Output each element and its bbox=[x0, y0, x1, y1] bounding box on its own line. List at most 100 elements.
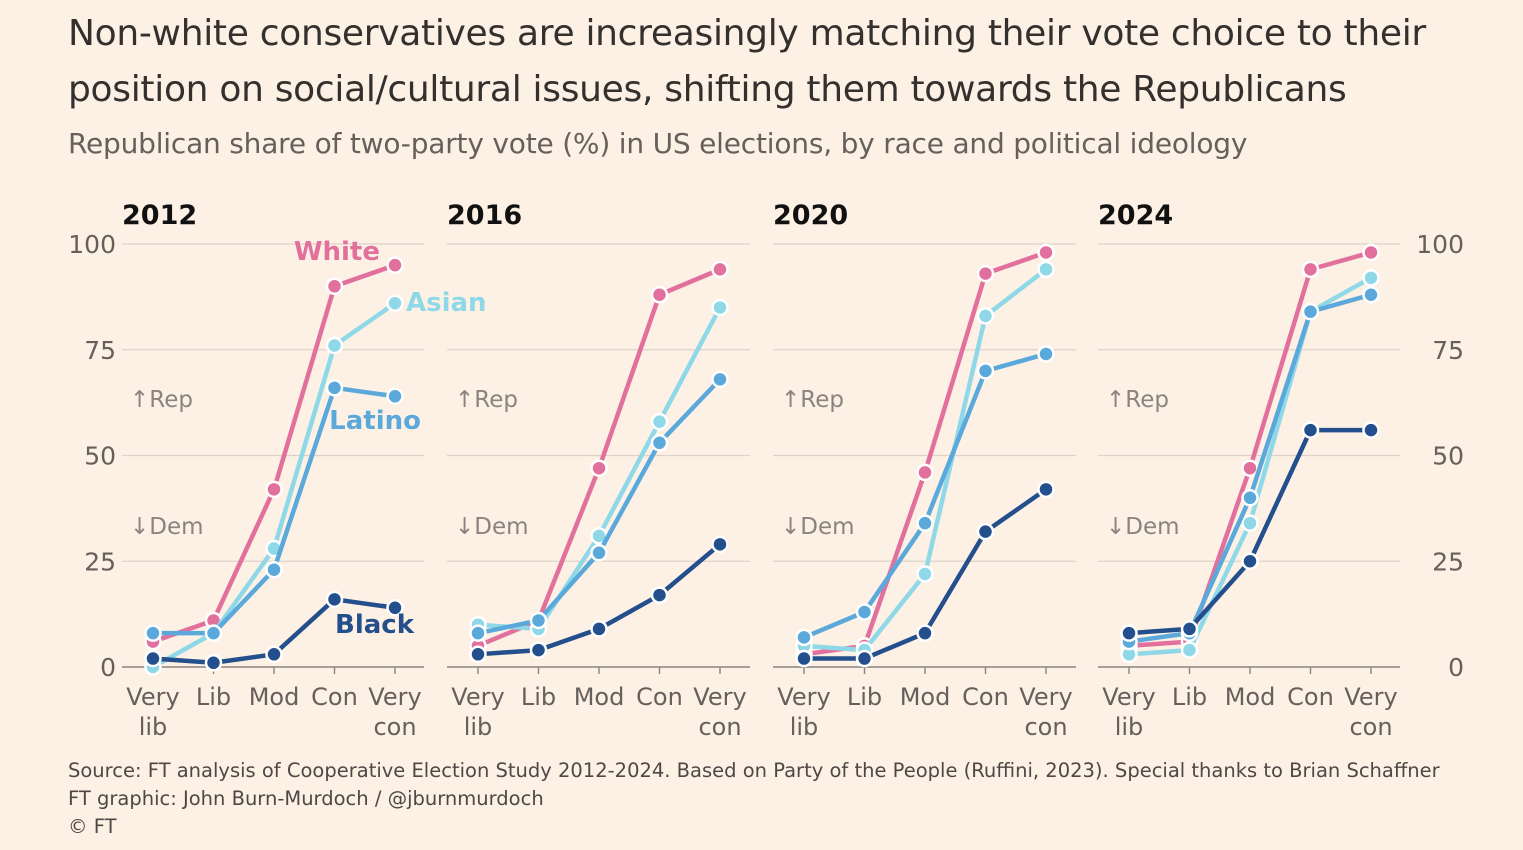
panel-title-2016: 2016 bbox=[447, 200, 522, 231]
y-tick-label-right: 50 bbox=[1432, 442, 1464, 471]
rep-annotation: ↑Rep bbox=[1106, 387, 1169, 413]
y-tick-label-right: 75 bbox=[1432, 336, 1464, 365]
data-point-latino bbox=[976, 362, 995, 380]
dem-annotation: ↓Dem bbox=[130, 514, 204, 540]
x-tick-label: Lib bbox=[1172, 683, 1207, 711]
x-tick-label: Mod bbox=[900, 683, 951, 711]
data-point-asian bbox=[1362, 269, 1380, 287]
data-point-white bbox=[265, 480, 283, 499]
series-line-latino bbox=[475, 377, 723, 636]
x-tick-label: Very lib bbox=[777, 683, 830, 741]
data-point-black bbox=[1037, 480, 1055, 499]
series-line-asian bbox=[801, 267, 1049, 653]
data-point-white bbox=[1037, 243, 1055, 262]
data-point-black bbox=[650, 586, 669, 604]
data-point-asian bbox=[1037, 260, 1055, 279]
data-point-white bbox=[916, 463, 934, 482]
data-point-latino bbox=[529, 611, 548, 630]
x-tick-label: Lib bbox=[847, 683, 882, 711]
data-point-black bbox=[590, 620, 608, 638]
dem-annotation: ↓Dem bbox=[1106, 514, 1180, 540]
data-point-asian bbox=[1180, 641, 1199, 659]
y-tick-label-right: 100 bbox=[1416, 230, 1464, 259]
series-line-white bbox=[475, 267, 723, 649]
y-tick-label-left: 75 bbox=[84, 336, 116, 365]
data-point-black bbox=[469, 645, 487, 664]
data-point-white bbox=[1301, 260, 1320, 279]
y-tick-label-right: 25 bbox=[1432, 547, 1464, 576]
data-point-latino bbox=[469, 624, 487, 642]
data-point-black bbox=[711, 535, 729, 554]
x-tick-label: Very con bbox=[368, 683, 421, 741]
series-line-white bbox=[150, 262, 398, 644]
data-point-latino bbox=[795, 628, 813, 647]
x-tick-label: Very con bbox=[1344, 683, 1397, 741]
dem-annotation: ↓Dem bbox=[455, 514, 529, 540]
y-tick-label-left: 0 bbox=[100, 653, 116, 682]
rep-annotation: ↑Rep bbox=[130, 387, 193, 413]
data-point-white bbox=[1241, 459, 1259, 477]
y-tick-label-left: 100 bbox=[68, 230, 116, 259]
panel-title-2020: 2020 bbox=[773, 200, 848, 231]
series-label-latino: Latino bbox=[329, 406, 421, 436]
series-label-asian: Asian bbox=[406, 288, 487, 318]
data-point-black bbox=[1180, 620, 1199, 638]
data-point-asian bbox=[916, 565, 934, 583]
x-tick-label: Con bbox=[1287, 683, 1334, 711]
data-point-black bbox=[204, 654, 223, 672]
rep-annotation: ↑Rep bbox=[781, 387, 844, 413]
x-tick-label: Very lib bbox=[451, 683, 504, 741]
data-point-latino bbox=[711, 370, 729, 389]
data-point-black bbox=[1301, 421, 1320, 439]
data-point-white bbox=[976, 264, 995, 283]
data-point-white bbox=[711, 260, 729, 279]
data-point-black bbox=[386, 599, 404, 617]
data-point-black bbox=[325, 590, 344, 609]
y-tick-label-left: 25 bbox=[84, 547, 116, 576]
data-point-white bbox=[590, 459, 608, 477]
data-point-black bbox=[855, 649, 874, 668]
data-point-white bbox=[325, 277, 344, 296]
data-point-latino bbox=[590, 544, 608, 562]
data-point-asian bbox=[976, 307, 995, 325]
data-point-black bbox=[529, 641, 548, 659]
series-line-white bbox=[801, 250, 1049, 657]
chart-title: Non-white conservatives are increasingly… bbox=[68, 13, 1426, 110]
data-point-latino bbox=[325, 379, 344, 397]
x-tick-label: Very lib bbox=[126, 683, 179, 741]
data-point-white bbox=[386, 256, 404, 274]
data-point-black bbox=[144, 649, 162, 668]
data-point-latino bbox=[204, 624, 223, 642]
data-point-black bbox=[976, 522, 995, 541]
x-tick-label: Mod bbox=[1225, 683, 1276, 711]
data-point-latino bbox=[916, 514, 934, 532]
x-tick-label: Con bbox=[636, 683, 683, 711]
data-point-black bbox=[1241, 552, 1259, 570]
data-point-asian bbox=[325, 336, 344, 355]
x-tick-label: Very lib bbox=[1102, 683, 1155, 741]
data-point-black bbox=[916, 624, 934, 642]
data-point-latino bbox=[1037, 345, 1055, 363]
data-point-asian bbox=[650, 412, 669, 431]
graphic-credit: FT graphic: John Burn-Murdoch / @jburnmu… bbox=[68, 787, 544, 810]
data-point-latino bbox=[1362, 286, 1380, 304]
data-point-white bbox=[1362, 243, 1380, 262]
x-tick-label: Mod bbox=[574, 683, 625, 711]
data-point-latino bbox=[144, 624, 162, 642]
y-tick-label-left: 50 bbox=[84, 442, 116, 471]
chart-subtitle: Republican share of two-party vote (%) i… bbox=[68, 127, 1248, 160]
series-label-white: White bbox=[294, 237, 380, 267]
x-tick-label: Very con bbox=[693, 683, 746, 741]
data-point-latino bbox=[1241, 489, 1259, 507]
data-point-black bbox=[265, 645, 283, 664]
data-point-latino bbox=[265, 560, 283, 579]
data-point-latino bbox=[386, 387, 404, 406]
data-point-latino bbox=[1301, 302, 1320, 321]
x-tick-label: Con bbox=[962, 683, 1009, 711]
data-point-asian bbox=[1241, 514, 1259, 532]
source-note: Source: FT analysis of Cooperative Elect… bbox=[68, 759, 1440, 782]
data-point-asian bbox=[711, 298, 729, 317]
x-tick-label: Mod bbox=[249, 683, 300, 711]
data-point-black bbox=[1120, 624, 1138, 642]
